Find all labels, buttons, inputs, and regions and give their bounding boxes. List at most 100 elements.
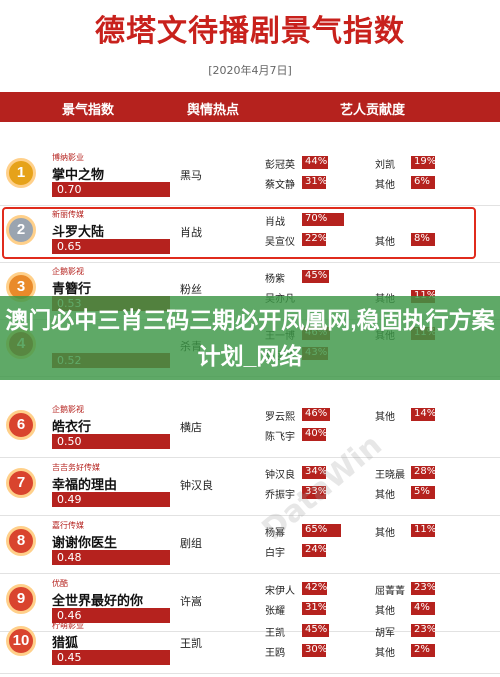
- rank-medal-icon: 10: [6, 626, 36, 656]
- artist-name: 宋伊人: [265, 586, 295, 597]
- artist-bar: [411, 624, 435, 637]
- hotspot-text: 许嵩: [180, 595, 202, 608]
- artist-bar: [302, 524, 341, 537]
- artist-name: 白宇: [265, 548, 285, 559]
- artist-percent: 6%: [414, 176, 430, 187]
- artist-bar: [302, 544, 326, 557]
- artist-name: 其他: [375, 528, 395, 539]
- artist-percent: 31%: [305, 602, 328, 613]
- artist-name: 其他: [375, 490, 395, 501]
- row-divider: [0, 515, 500, 516]
- artist-percent: 33%: [305, 486, 328, 497]
- score-value: 0.48: [57, 551, 82, 564]
- drama-name: 青簪行: [52, 282, 92, 297]
- artist-bar: [302, 428, 326, 441]
- header-hotspot: 舆情热点: [187, 103, 240, 118]
- highlight-frame: [2, 207, 476, 259]
- rank-number: 8: [16, 532, 26, 549]
- list-item: 7 吉吉务好传媒 幸福的理由 0.49 钟汉良 钟汉良 34% 乔振宇 33% …: [0, 458, 500, 516]
- rank-number: 9: [16, 590, 26, 607]
- artist-name: 蔡文静: [265, 180, 295, 191]
- row-divider: [0, 673, 500, 674]
- list-item: 8 嘉行传媒 谢谢你医生 0.48 剧组 杨幂 65% 白宇 24% 其他 11…: [0, 516, 500, 574]
- artist-name: 王凯: [265, 628, 285, 639]
- artist-percent: 40%: [305, 428, 328, 439]
- rank-medal-icon: 2: [6, 215, 36, 245]
- artist-name: 彭冠英: [265, 160, 295, 171]
- drama-name: 猎狐: [52, 636, 79, 651]
- overlay-banner[interactable]: 澳门必中三肖三码三期必开凤凰网,稳固执行方案计划_网络: [0, 296, 500, 380]
- artist-bar: [302, 486, 326, 499]
- artist-bar: [411, 486, 435, 499]
- list-item: 10 柠萌影业 猎狐 0.45 王凯 王凯 45% 王鸥 30% 胡军 23% …: [0, 616, 500, 674]
- artist-percent: 8%: [414, 233, 430, 244]
- artist-name: 王晓晨: [375, 470, 405, 481]
- drama-name: 掌中之物: [52, 168, 105, 183]
- row-divider: [0, 205, 500, 206]
- artist-name: 肖战: [265, 217, 285, 228]
- score-value: 0.46: [57, 609, 82, 622]
- artist-percent: 5%: [414, 486, 430, 497]
- rank-medal-icon: 8: [6, 526, 36, 556]
- artist-bar: [302, 408, 330, 421]
- artist-name: 刘凯: [375, 160, 395, 171]
- artist-percent: 23%: [414, 582, 437, 593]
- artist-percent: 28%: [414, 466, 437, 477]
- artist-bar: [411, 233, 435, 246]
- row-divider: [0, 457, 500, 458]
- artist-bar: [411, 582, 435, 595]
- date-label: [2020年4月7日]: [208, 64, 292, 77]
- list-item: 1 博纳影业 掌中之物 0.70 黑马 彭冠英 44% 蔡文静 31% 刘凯 1…: [0, 148, 500, 206]
- artist-name: 钟汉良: [265, 470, 295, 481]
- artist-percent: 46%: [305, 408, 328, 419]
- artist-percent: 4%: [414, 602, 430, 613]
- artist-percent: 42%: [305, 582, 328, 593]
- artist-bar: [411, 466, 435, 479]
- artist-percent: 23%: [414, 624, 437, 635]
- hotspot-text: 黑马: [180, 169, 202, 182]
- artist-bar: [302, 602, 326, 615]
- score-bar: 0.50: [52, 434, 170, 449]
- drama-name: 全世界最好的你: [52, 594, 144, 609]
- artist-bar: [411, 408, 435, 421]
- producer-tag: 优酷: [52, 579, 68, 588]
- rank-medal-icon: 7: [6, 468, 36, 498]
- drama-name: 皓衣行: [52, 420, 92, 435]
- artist-bar: [302, 644, 326, 657]
- producer-tag: 吉吉务好传媒: [52, 463, 100, 472]
- artist-percent: 30%: [305, 644, 328, 655]
- rank-number: 1: [16, 164, 26, 181]
- artist-percent: 65%: [305, 524, 328, 535]
- score-bar: 0.46: [52, 608, 170, 623]
- artist-name: 张耀: [265, 606, 285, 617]
- score-value: 0.50: [57, 435, 82, 448]
- artist-name: 王鸥: [265, 648, 285, 659]
- rank-number: 3: [16, 278, 26, 295]
- artist-name: 其他: [375, 237, 395, 248]
- artist-percent: 44%: [305, 156, 328, 167]
- rank-number: 2: [16, 221, 26, 238]
- list-item: 9 优酷 全世界最好的你 0.46 许嵩 宋伊人 42% 张耀 31% 屈菁菁 …: [0, 574, 500, 632]
- score-value: 0.70: [57, 183, 82, 196]
- artist-name: 乔振宇: [265, 490, 295, 501]
- artist-percent: 19%: [414, 156, 437, 167]
- score-bar: 0.70: [52, 182, 170, 197]
- banner-text: 澳门必中三肖三码三期必开凤凰网,稳固执行方案计划_网络: [5, 307, 495, 369]
- artist-percent: 34%: [305, 466, 328, 477]
- artist-bar: [411, 156, 435, 169]
- artist-percent: 70%: [305, 213, 328, 224]
- hotspot-text: 钟汉良: [180, 479, 213, 492]
- artist-bar: [302, 233, 326, 246]
- producer-tag: 博纳影业: [52, 153, 84, 162]
- hotspot-text: 粉丝: [180, 283, 202, 296]
- artist-bar: [302, 213, 344, 226]
- score-value: 0.49: [57, 493, 82, 506]
- hotspot-text: 剧组: [180, 537, 202, 550]
- rank-medal-icon: 1: [6, 158, 36, 188]
- artist-name: 屈菁菁: [375, 586, 405, 597]
- score-bar: 0.65: [52, 239, 170, 254]
- artist-name: 胡军: [375, 628, 395, 639]
- artist-percent: 24%: [305, 544, 328, 555]
- drama-name: 斗罗大陆: [52, 225, 105, 240]
- score-bar: 0.49: [52, 492, 170, 507]
